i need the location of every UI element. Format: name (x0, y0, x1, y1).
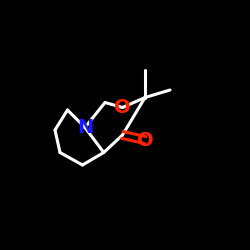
Text: O: O (114, 98, 131, 117)
Text: N: N (77, 118, 93, 137)
Text: O: O (137, 130, 153, 150)
